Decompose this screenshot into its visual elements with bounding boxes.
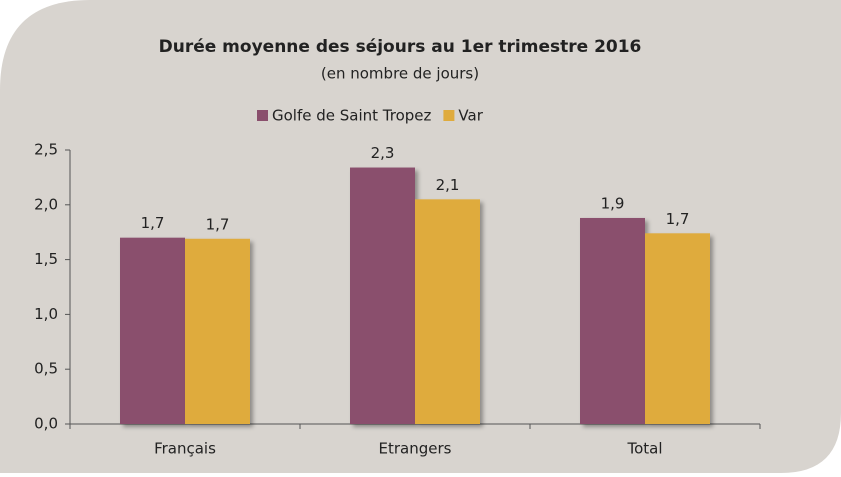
bar <box>645 233 710 424</box>
value-label: 1,9 <box>601 194 625 212</box>
bar <box>350 167 415 424</box>
bar <box>580 217 645 424</box>
y-tick-label: 1,5 <box>34 250 58 268</box>
legend-label: Var <box>458 107 483 125</box>
legend-swatch <box>257 110 268 121</box>
legend-label: Golfe de Saint Tropez <box>272 107 432 125</box>
bar <box>415 199 480 424</box>
value-label: 2,3 <box>371 144 395 162</box>
value-label: 1,7 <box>141 214 165 232</box>
y-tick-label: 0,5 <box>34 360 58 378</box>
value-label: 1,7 <box>206 215 230 233</box>
y-tick-label: 0,0 <box>34 415 58 433</box>
bar <box>120 237 185 424</box>
x-tick-label: Français <box>154 440 216 458</box>
y-tick-label: 2,0 <box>34 195 58 213</box>
chart-subtitle: (en nombre de jours) <box>321 65 479 83</box>
bar <box>185 238 250 424</box>
chart-title: Durée moyenne des séjours au 1er trimest… <box>159 37 642 57</box>
y-tick-label: 1,0 <box>34 305 58 323</box>
x-tick-label: Total <box>626 440 662 458</box>
y-tick-label: 2,5 <box>34 141 58 159</box>
legend-swatch <box>443 110 455 121</box>
value-label: 2,1 <box>436 176 460 194</box>
x-tick-label: Etrangers <box>379 440 452 458</box>
value-label: 1,7 <box>666 210 690 228</box>
